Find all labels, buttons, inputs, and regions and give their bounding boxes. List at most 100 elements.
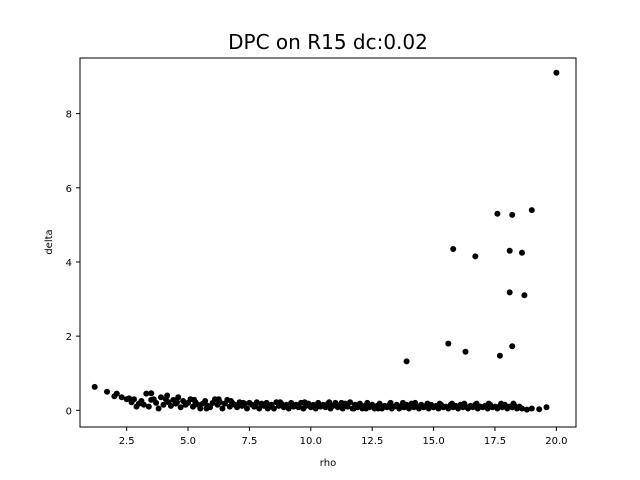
- data-point: [344, 403, 351, 410]
- data-point: [111, 393, 118, 400]
- y-axis: 0 2 4 6 8: [66, 110, 80, 417]
- data-point: [271, 405, 277, 412]
- data-point: [523, 406, 530, 413]
- data-point: [399, 399, 406, 406]
- x-tick-label: 20.0: [545, 436, 567, 447]
- data-point: [506, 289, 513, 296]
- data-point: [332, 399, 339, 406]
- data-point: [234, 404, 241, 411]
- data-point: [289, 401, 296, 408]
- data-point: [215, 396, 222, 403]
- data-point: [403, 358, 410, 365]
- data-point: [197, 405, 204, 412]
- data-point: [148, 390, 155, 397]
- data-point: [406, 405, 412, 412]
- data-point: [364, 399, 371, 406]
- data-point: [314, 402, 320, 409]
- data-point: [264, 405, 271, 412]
- data-point: [375, 405, 382, 412]
- data-point: [140, 401, 147, 408]
- y-tick-label: 0: [66, 406, 72, 417]
- data-point: [363, 405, 370, 412]
- data-point: [521, 292, 528, 299]
- plot-frame: [79, 57, 577, 428]
- data-point: [553, 69, 560, 76]
- x-tick-label: 2.5: [119, 436, 135, 447]
- data-point: [191, 396, 198, 403]
- data-point: [128, 399, 135, 406]
- data-point: [350, 405, 357, 412]
- data-point: [263, 399, 270, 406]
- data-point: [519, 405, 525, 412]
- data-point: [509, 211, 516, 218]
- data-point: [473, 400, 480, 407]
- data-point: [461, 400, 468, 407]
- y-tick-label: 6: [66, 184, 72, 195]
- data-point: [155, 405, 162, 412]
- data-point: [256, 405, 263, 412]
- y-tick-label: 8: [66, 110, 72, 121]
- data-point: [485, 400, 492, 407]
- x-axis-label: rho: [320, 458, 336, 469]
- data-point: [228, 398, 234, 404]
- data-point: [252, 401, 259, 408]
- x-tick-label: 17.5: [484, 436, 506, 447]
- data-point: [240, 399, 247, 406]
- x-axis: 2.5 5.0 7.5 10.0 12.5 15.0 17.5 20.0: [119, 427, 567, 447]
- data-point: [143, 390, 150, 397]
- data-point: [347, 399, 354, 406]
- data-point: [356, 400, 363, 407]
- data-point: [145, 403, 152, 410]
- data-point: [338, 399, 345, 406]
- data-point: [387, 399, 394, 406]
- data-point: [118, 394, 125, 401]
- points-layer: [91, 69, 560, 413]
- data-point: [424, 400, 431, 407]
- data-point: [160, 401, 167, 408]
- data-point: [519, 249, 525, 256]
- x-tick-label: 15.0: [422, 436, 444, 447]
- data-point: [174, 399, 180, 406]
- data-point: [285, 405, 292, 412]
- data-point: [528, 405, 535, 412]
- data-point: [509, 343, 516, 350]
- data-point: [510, 400, 517, 407]
- data-point: [190, 403, 196, 410]
- data-point: [150, 396, 157, 403]
- data-point: [496, 352, 503, 359]
- data-point: [412, 399, 419, 406]
- data-point: [104, 388, 110, 395]
- data-point: [376, 400, 383, 407]
- data-point: [219, 405, 226, 412]
- data-point: [528, 207, 535, 214]
- data-point: [536, 406, 543, 413]
- data-point: [543, 404, 550, 411]
- data-point: [462, 348, 469, 355]
- data-point: [436, 400, 443, 407]
- data-point: [472, 253, 479, 260]
- data-point: [450, 246, 457, 252]
- x-tick-label: 10.0: [300, 436, 322, 447]
- data-point: [91, 383, 98, 390]
- data-point: [449, 400, 455, 407]
- data-point: [202, 398, 209, 404]
- y-tick-label: 2: [66, 332, 72, 343]
- data-point: [326, 399, 333, 406]
- x-tick-label: 7.5: [241, 436, 257, 447]
- data-point: [445, 340, 452, 347]
- data-point: [494, 210, 501, 217]
- data-point: [177, 404, 184, 411]
- data-point: [167, 402, 174, 409]
- data-point: [277, 399, 284, 406]
- x-tick-label: 12.5: [361, 436, 383, 447]
- data-point: [339, 405, 346, 412]
- data-point: [164, 392, 171, 399]
- data-point: [175, 394, 182, 401]
- y-axis-label: delta: [44, 229, 55, 254]
- x-tick-label: 5.0: [180, 436, 196, 447]
- y-tick-label: 4: [66, 258, 72, 269]
- data-point: [301, 399, 308, 406]
- data-point: [158, 394, 164, 401]
- data-point: [135, 400, 142, 407]
